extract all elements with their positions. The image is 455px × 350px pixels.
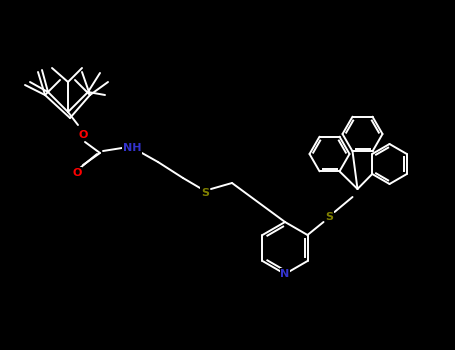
Text: N: N xyxy=(280,269,290,279)
Text: O: O xyxy=(72,168,82,178)
Text: O: O xyxy=(78,130,88,140)
Text: S: S xyxy=(325,212,334,222)
Text: S: S xyxy=(201,188,209,198)
Text: NH: NH xyxy=(123,143,141,153)
